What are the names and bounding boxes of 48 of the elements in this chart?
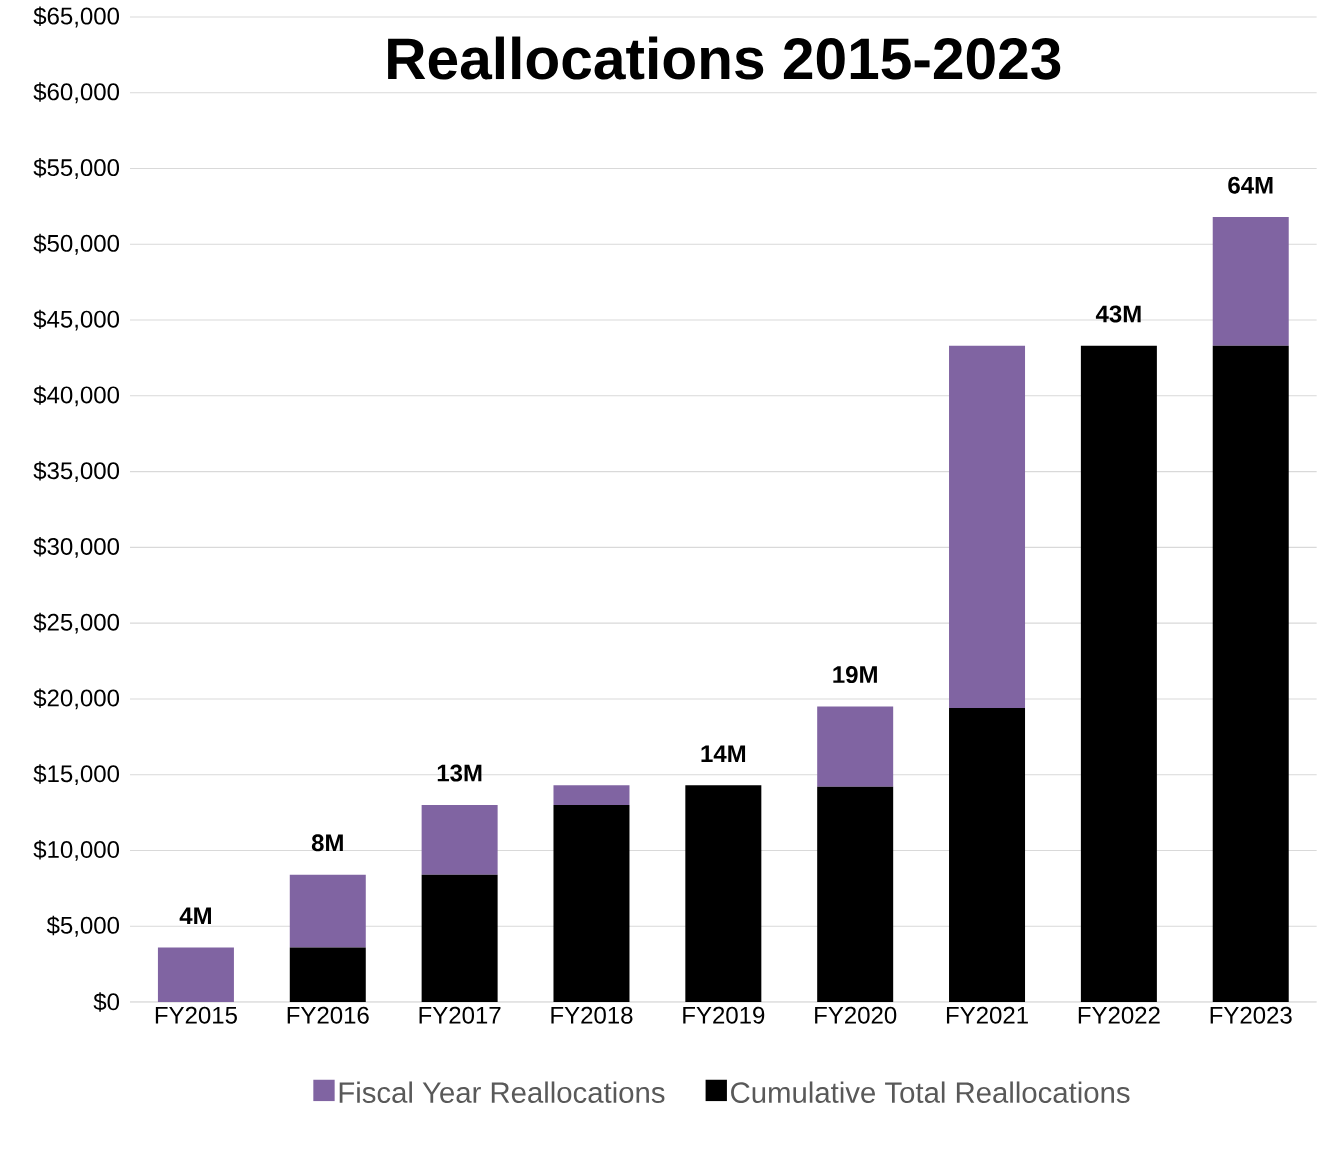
- bar: [949, 345, 1026, 708]
- legend-label: Fiscal Year Reallocations: [339, 1081, 665, 1104]
- annotation: 14M: [701, 745, 746, 762]
- bar: [289, 874, 366, 948]
- bar: [685, 785, 762, 1002]
- x-tick-label: FY2022: [1078, 1006, 1160, 1024]
- y-tick-label: $25,000: [33, 612, 120, 634]
- bar: [421, 804, 498, 875]
- bar: [553, 804, 630, 1002]
- bar: [817, 786, 894, 1002]
- y-tick-label: $45,000: [33, 309, 120, 331]
- y-tick-label: $40,000: [33, 385, 120, 407]
- bar: [553, 785, 630, 805]
- bar: [157, 947, 234, 1002]
- y-tick-label: $15,000: [33, 764, 120, 786]
- bar: [421, 874, 498, 1002]
- chart-title: Reallocations 2015-2023: [388, 36, 1061, 80]
- x-tick-label: FY2018: [551, 1006, 633, 1024]
- x-tick-label: FY2015: [155, 1006, 237, 1024]
- annotation: 13M: [437, 764, 482, 782]
- y-tick-label: $35,000: [33, 461, 120, 483]
- bar: [949, 708, 1026, 1002]
- x-tick-label: FY2023: [1210, 1006, 1292, 1024]
- x-tick-label: FY2021: [946, 1006, 1028, 1024]
- x-tick-label: FY2019: [683, 1006, 765, 1024]
- bar: [1080, 345, 1157, 1002]
- y-tick-label: $10,000: [33, 840, 120, 861]
- x-tick-label: FY2016: [287, 1006, 369, 1024]
- y-tick-label: $50,000: [33, 233, 120, 255]
- y-tick-label: $30,000: [33, 536, 120, 558]
- annotation: 43M: [1095, 305, 1141, 323]
- x-tick-label: FY2020: [815, 1006, 897, 1024]
- annotation: 4M: [179, 907, 211, 925]
- y-tick-label: $65,000: [33, 6, 120, 28]
- y-tick-label: $20,000: [33, 688, 120, 710]
- y-tick-label: $5,000: [46, 915, 120, 937]
- bar: [1212, 345, 1289, 1002]
- bar: [1212, 217, 1289, 346]
- annotation: 8M: [311, 834, 343, 852]
- x-tick-label: FY2017: [419, 1006, 501, 1024]
- y-tick-label: $0: [93, 992, 120, 1012]
- bar: [289, 947, 366, 1002]
- y-tick-label: $55,000: [33, 158, 120, 179]
- annotation: 64M: [1228, 176, 1273, 194]
- y-tick-label: $60,000: [33, 82, 120, 104]
- legend-label: Cumulative Total Reallocations: [731, 1081, 1130, 1104]
- bar: [817, 706, 894, 787]
- annotation: 19M: [833, 666, 877, 684]
